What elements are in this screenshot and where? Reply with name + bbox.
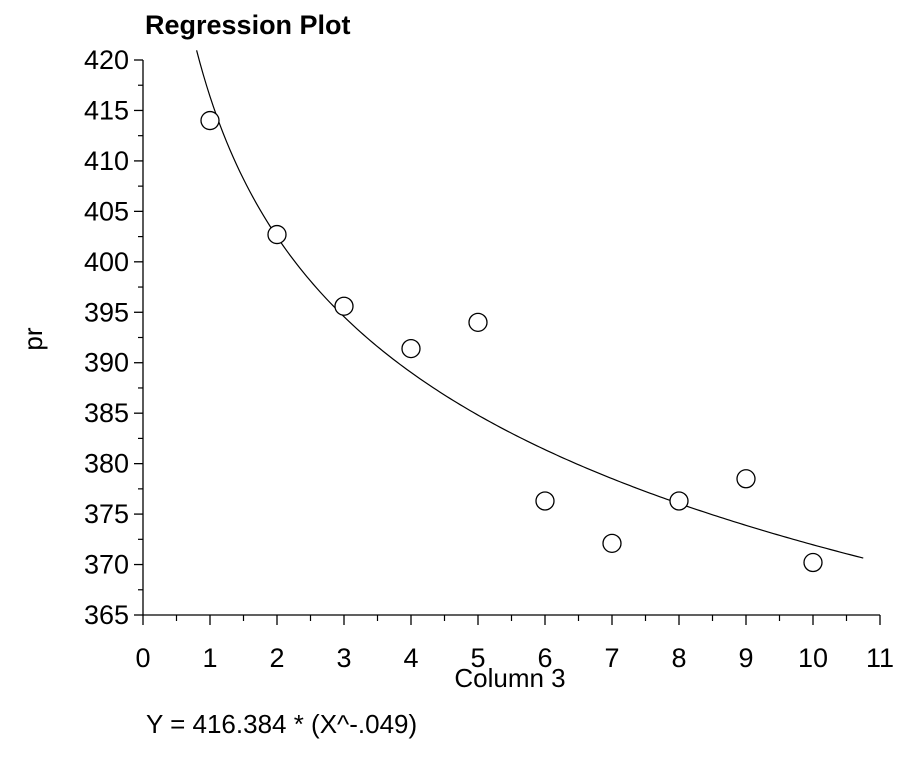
data-points [200,110,823,573]
x-tick-label: 2 [269,643,284,673]
data-point [468,312,488,333]
y-tick-label: 370 [84,550,129,580]
x-tick-label: 1 [202,643,217,673]
y-tick-label: 400 [84,247,129,277]
x-tick-label: 4 [403,643,418,673]
data-point [334,296,354,316]
x-tick-label: 11 [866,643,894,673]
data-point [267,224,287,245]
data-point [535,491,555,511]
y-tick-label: 410 [84,146,129,176]
x-tick-label: 7 [604,643,619,673]
x-tick-label: 3 [336,643,351,673]
x-tick-label: 8 [671,643,686,673]
x-tick-label: 10 [798,643,828,673]
regression-equation: Y = 416.384 * (X^-.049) [146,709,417,739]
regression-curve [196,50,864,559]
data-point [736,469,756,489]
y-axis-label: pr [18,327,48,350]
y-tick-label: 395 [84,297,129,327]
chart-title: Regression Plot [145,10,351,40]
data-point [803,552,823,573]
data-point [602,533,622,554]
y-tick-label: 405 [84,196,129,226]
y-tick-label: 420 [84,45,129,75]
x-axis-label: Column 3 [454,663,565,693]
x-tick-label: 6 [537,643,552,673]
y-tick-label: 380 [84,449,129,479]
regression-curve-group [196,50,864,559]
y-tick-label: 390 [84,348,129,378]
y-tick-label: 415 [84,95,129,125]
x-tick-label: 9 [738,643,753,673]
data-point [669,491,689,511]
data-point [401,338,421,359]
x-tick-label: 0 [135,643,150,673]
x-tick-label: 5 [470,643,485,673]
y-tick-label: 375 [84,499,129,529]
data-point [200,110,220,131]
y-tick-label: 385 [84,398,129,428]
y-tick-label: 365 [84,600,129,630]
